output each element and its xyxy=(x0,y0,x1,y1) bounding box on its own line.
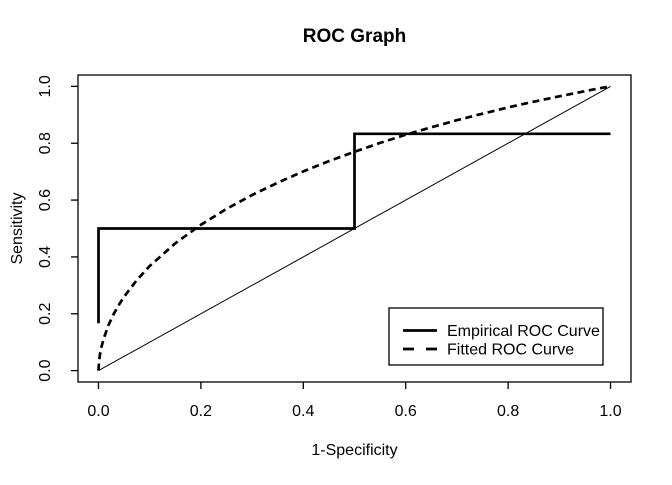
fitted-roc-curve xyxy=(97,85,611,371)
y-axis-ticks: 0.0 0.2 0.4 0.6 0.8 1.0 xyxy=(37,75,78,382)
y-tick-label: 1.0 xyxy=(37,75,54,97)
legend-label-empirical: Empirical ROC Curve xyxy=(447,323,600,340)
plot-box xyxy=(77,74,632,383)
legend-box xyxy=(388,307,604,366)
chance-diagonal-line xyxy=(98,85,611,372)
x-axis-label: 1-Specificity xyxy=(311,442,397,459)
y-tick-label: 0.6 xyxy=(37,189,54,211)
plot-series xyxy=(97,85,611,372)
x-tick-label: 0.0 xyxy=(87,403,109,420)
y-tick-label: 0.8 xyxy=(37,132,54,154)
x-axis-ticks: 0.0 0.2 0.4 0.6 0.8 1.0 xyxy=(87,382,622,420)
x-tick-label: 0.2 xyxy=(190,403,212,420)
x-tick-label: 1.0 xyxy=(599,403,621,420)
legend-label-fitted: Fitted ROC Curve xyxy=(447,342,574,359)
x-tick-label: 0.4 xyxy=(292,403,314,420)
y-axis-label: Sensitivity xyxy=(9,192,26,264)
y-tick-label: 0.2 xyxy=(37,303,54,325)
x-tick-label: 0.6 xyxy=(395,403,417,420)
x-tick-label: 0.8 xyxy=(497,403,519,420)
chart-title: ROC Graph xyxy=(303,26,406,47)
y-tick-label: 0.0 xyxy=(37,359,54,381)
y-tick-label: 0.4 xyxy=(37,246,54,268)
legend: Empirical ROC Curve Fitted ROC Curve xyxy=(388,307,604,366)
